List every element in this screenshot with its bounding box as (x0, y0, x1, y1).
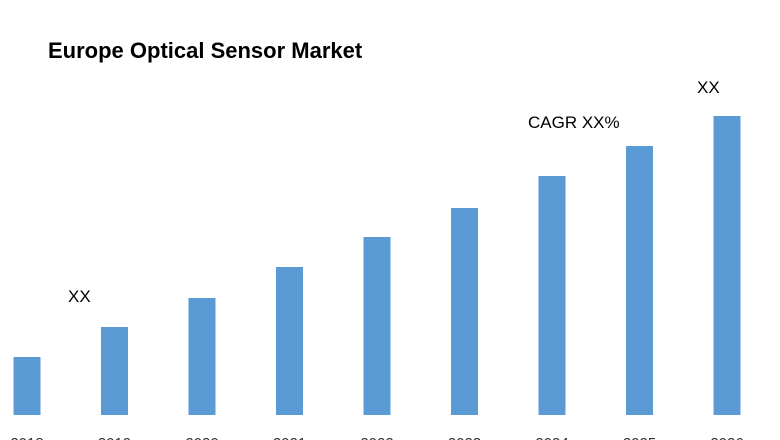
bar (363, 237, 391, 415)
x-tick-label: 2023 (448, 435, 481, 440)
x-tick-label: 2020 (185, 435, 218, 440)
bar (13, 357, 41, 415)
bar (626, 146, 653, 415)
annotation: XX (68, 287, 91, 306)
annotation: XX (697, 78, 720, 97)
x-tick-label: 2019 (98, 435, 131, 440)
x-tick-label: 2022 (360, 435, 393, 440)
x-tick-label: 2024 (535, 435, 568, 440)
chart-title: Europe Optical Sensor Market (48, 38, 363, 63)
bar (188, 298, 216, 415)
x-tick-label: 2025 (623, 435, 656, 440)
bar (276, 267, 303, 415)
x-tick-label: 2021 (273, 435, 306, 440)
x-tick-label: 2018 (10, 435, 43, 440)
bar (713, 116, 741, 415)
annotation: CAGR XX% (528, 113, 620, 132)
bar (101, 327, 128, 415)
bar (451, 208, 478, 415)
x-tick-label: 2026 (710, 435, 743, 440)
bar (538, 176, 566, 415)
